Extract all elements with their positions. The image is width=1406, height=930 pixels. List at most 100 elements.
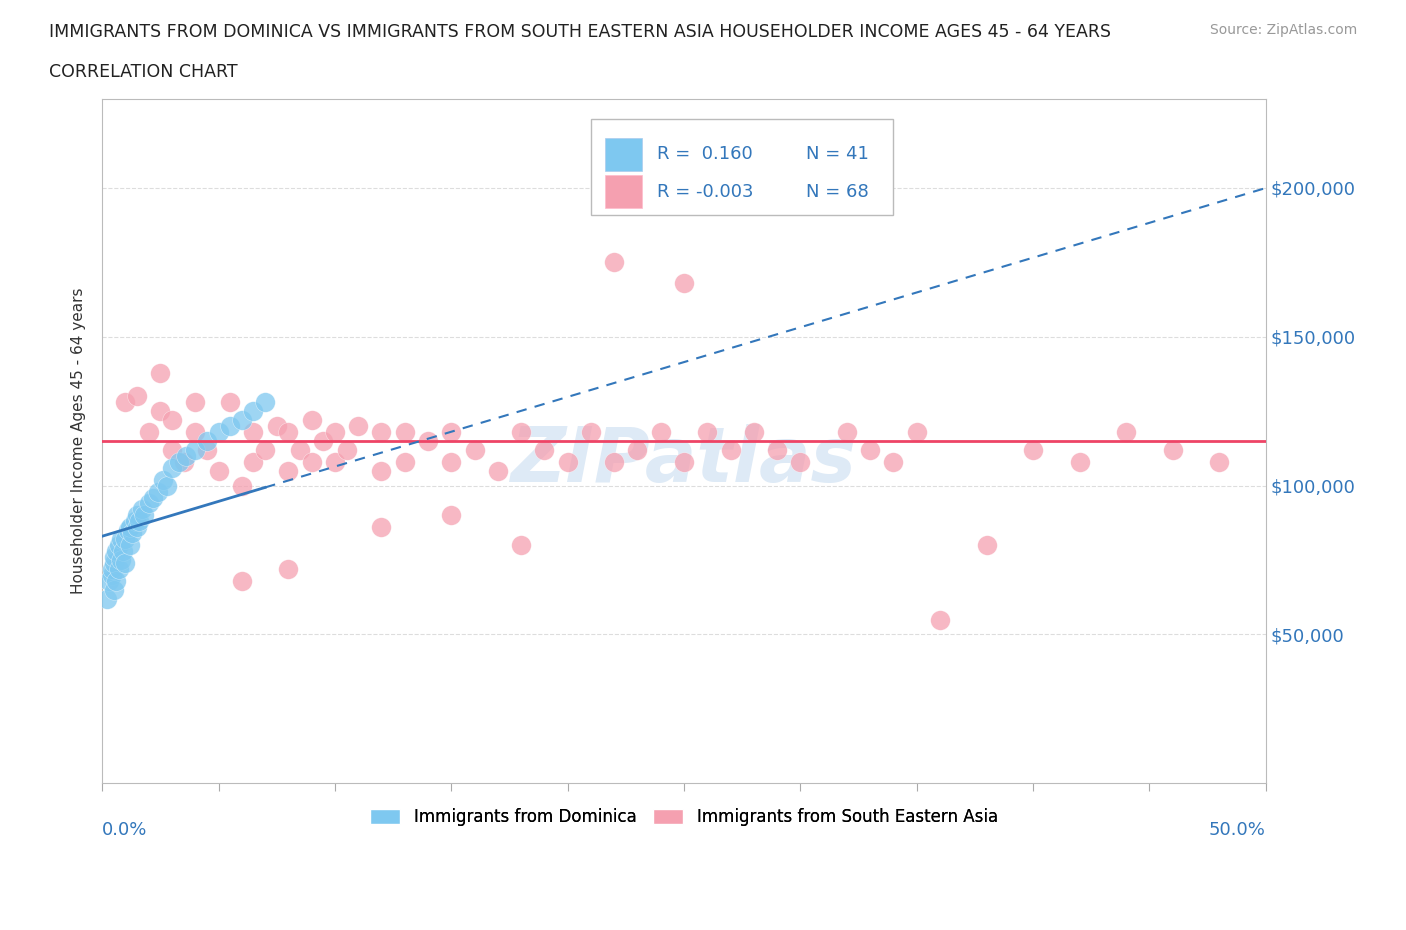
Point <box>121 525 143 540</box>
Point <box>579 425 602 440</box>
Point <box>219 418 242 433</box>
Point <box>440 425 463 440</box>
Point <box>510 425 533 440</box>
Point <box>173 455 195 470</box>
Point <box>277 463 299 478</box>
Point <box>231 478 253 493</box>
Point <box>160 460 183 475</box>
Point <box>464 443 486 458</box>
Point <box>370 520 392 535</box>
Point <box>789 455 811 470</box>
Point <box>114 555 136 570</box>
Point <box>117 523 139 538</box>
Point <box>301 455 323 470</box>
Point <box>288 443 311 458</box>
Text: R =  0.160: R = 0.160 <box>657 145 754 163</box>
Point <box>142 490 165 505</box>
Point <box>859 443 882 458</box>
Point <box>195 433 218 448</box>
Point <box>1069 455 1091 470</box>
Point <box>323 455 346 470</box>
Y-axis label: Householder Income Ages 45 - 64 years: Householder Income Ages 45 - 64 years <box>72 287 86 594</box>
Point <box>219 395 242 410</box>
Point <box>110 552 132 567</box>
Point <box>603 255 626 270</box>
Text: Source: ZipAtlas.com: Source: ZipAtlas.com <box>1209 23 1357 37</box>
Point <box>105 544 128 559</box>
Point <box>277 425 299 440</box>
Point <box>114 395 136 410</box>
Point <box>1161 443 1184 458</box>
Point <box>323 425 346 440</box>
Point <box>394 425 416 440</box>
Point <box>124 514 146 529</box>
Point <box>510 538 533 552</box>
Point <box>167 455 190 470</box>
Point <box>242 404 264 418</box>
Point <box>103 550 125 565</box>
Point <box>347 418 370 433</box>
Point <box>149 404 172 418</box>
Point <box>132 508 155 523</box>
Point <box>673 455 696 470</box>
Point <box>301 413 323 428</box>
Point <box>440 455 463 470</box>
Point <box>131 502 153 517</box>
Point <box>1022 443 1045 458</box>
Point <box>440 508 463 523</box>
Point <box>127 508 149 523</box>
Point <box>112 544 135 559</box>
Point <box>110 532 132 547</box>
Point <box>557 455 579 470</box>
Point <box>138 425 160 440</box>
Point <box>336 443 359 458</box>
Point <box>120 520 142 535</box>
Point <box>312 433 335 448</box>
Point <box>184 443 207 458</box>
Point <box>120 538 142 552</box>
Point <box>207 463 229 478</box>
FancyBboxPatch shape <box>605 176 643 208</box>
Point <box>127 520 149 535</box>
Text: R = -0.003: R = -0.003 <box>657 183 754 201</box>
Point <box>254 443 277 458</box>
Point <box>184 395 207 410</box>
Point <box>254 395 277 410</box>
Point <box>882 455 904 470</box>
Point <box>156 478 179 493</box>
Point <box>231 413 253 428</box>
Point <box>766 443 789 458</box>
Point <box>370 425 392 440</box>
Point <box>742 425 765 440</box>
Point <box>533 443 555 458</box>
Point <box>174 448 197 463</box>
Point <box>626 443 648 458</box>
Point <box>929 612 952 627</box>
Point <box>103 582 125 597</box>
Text: N = 41: N = 41 <box>806 145 869 163</box>
FancyBboxPatch shape <box>605 138 643 170</box>
Point <box>720 443 742 458</box>
Point <box>486 463 509 478</box>
Point <box>1208 455 1230 470</box>
Point <box>696 425 718 440</box>
Point <box>242 455 264 470</box>
Point <box>103 555 125 570</box>
Point <box>105 574 128 589</box>
Point <box>160 413 183 428</box>
Point <box>603 455 626 470</box>
Text: IMMIGRANTS FROM DOMINICA VS IMMIGRANTS FROM SOUTH EASTERN ASIA HOUSEHOLDER INCOM: IMMIGRANTS FROM DOMINICA VS IMMIGRANTS F… <box>49 23 1111 41</box>
Point <box>152 472 174 487</box>
Point <box>242 425 264 440</box>
Point <box>231 574 253 589</box>
Point <box>1115 425 1137 440</box>
Point <box>98 574 121 589</box>
Legend: Immigrants from Dominica, Immigrants from South Eastern Asia: Immigrants from Dominica, Immigrants fro… <box>364 802 1004 833</box>
Point <box>394 455 416 470</box>
Point <box>100 562 122 577</box>
Point <box>138 496 160 511</box>
Point <box>277 562 299 577</box>
Point <box>266 418 288 433</box>
Point <box>127 389 149 404</box>
Point <box>370 463 392 478</box>
